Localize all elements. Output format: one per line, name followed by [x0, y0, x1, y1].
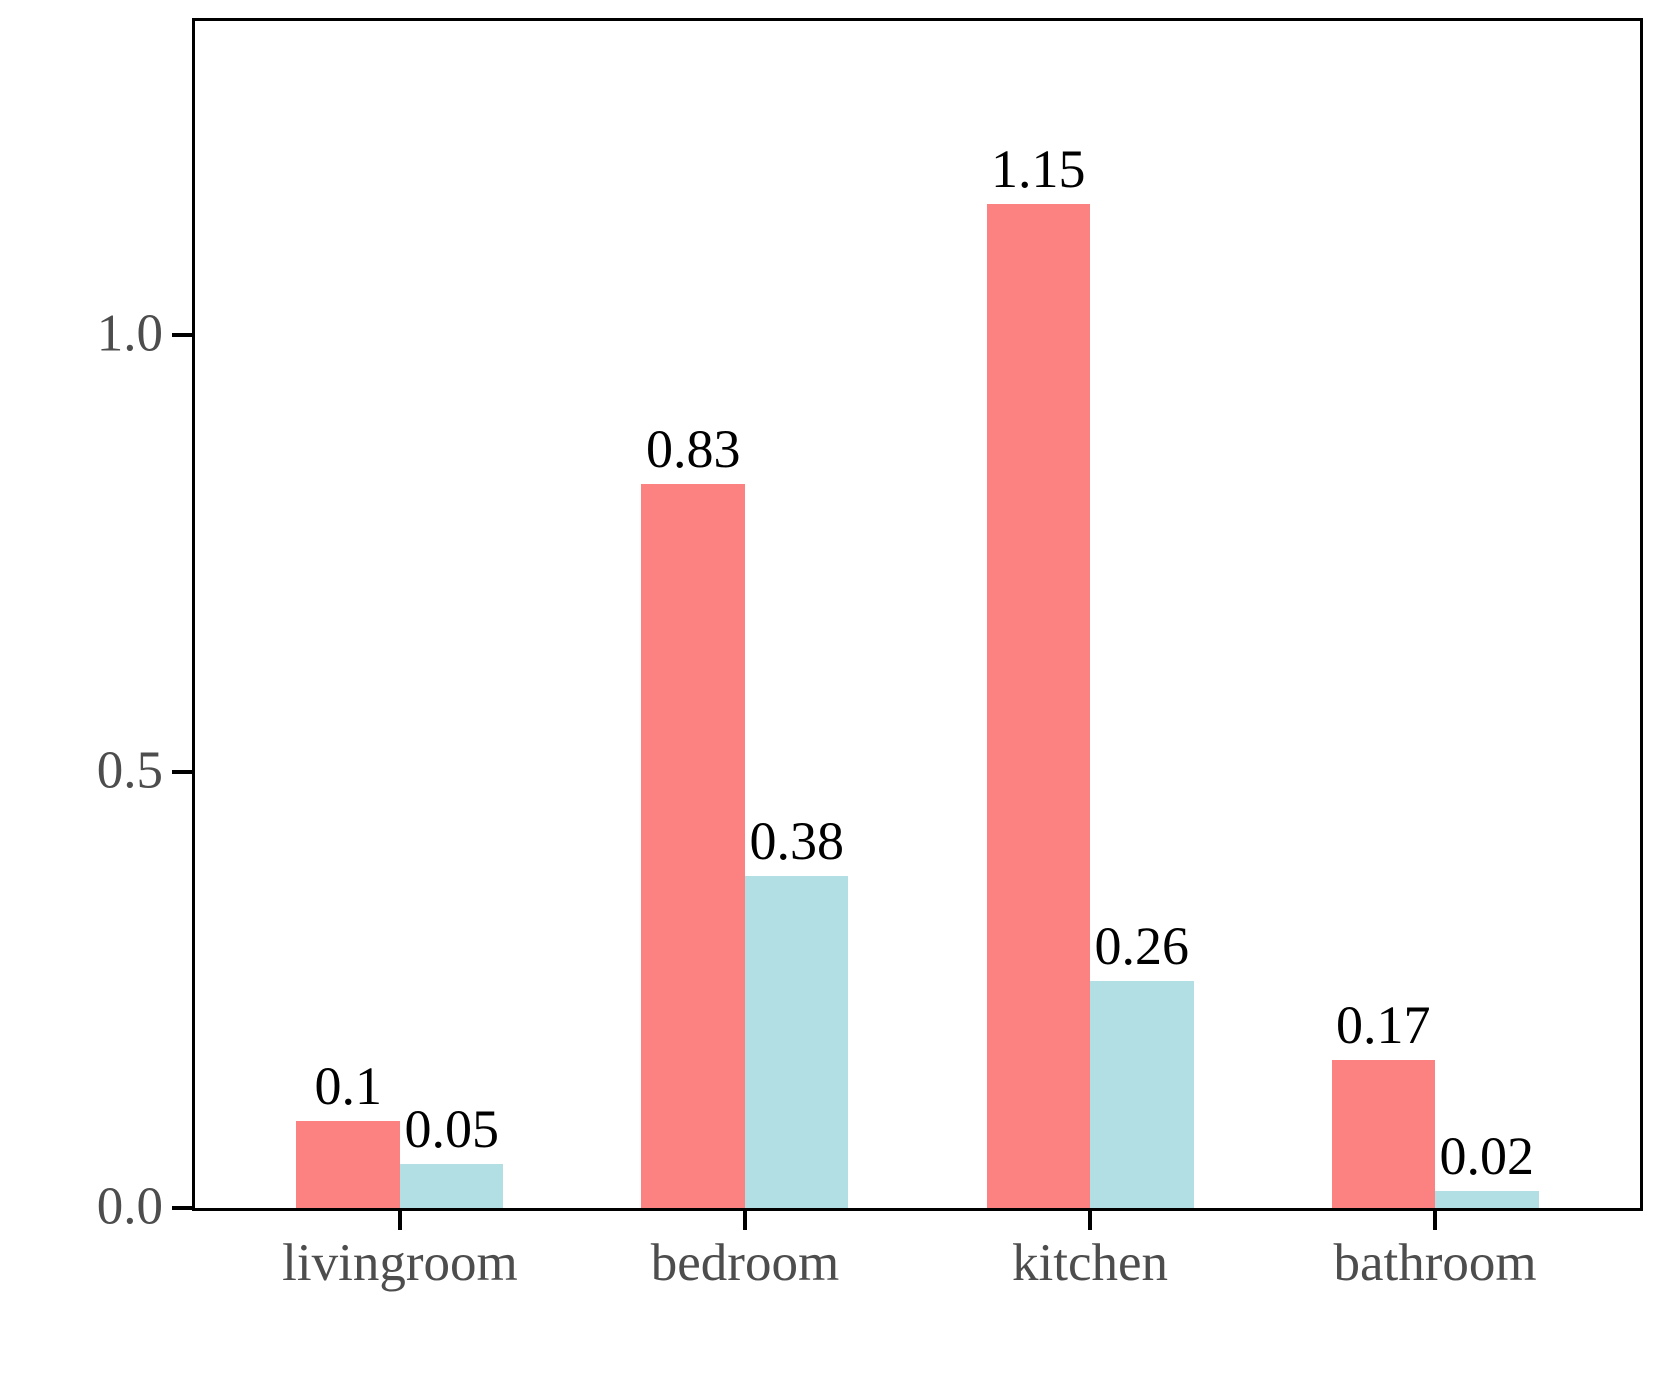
y-tick-label-0.0: 0.0 [96, 1177, 163, 1236]
bar-value-label-bedroom-series_red: 0.83 [645, 418, 741, 479]
bar-value-label-livingroom-series_red: 0.1 [314, 1055, 382, 1116]
x-tick-mark-livingroom [398, 1208, 402, 1230]
bar-value-label-kitchen-series_blue: 0.26 [1094, 916, 1190, 977]
y-tick-label-0.5: 0.5 [96, 741, 163, 800]
bar-value-label-bedroom-series_blue: 0.38 [749, 811, 844, 872]
x-category-label-livingroom: livingroom [282, 1234, 518, 1292]
bar-livingroom-series_red [296, 1120, 400, 1208]
bar-value-label-livingroom-series_blue: 0.05 [404, 1099, 499, 1160]
bar-bathroom-series_blue [1435, 1190, 1539, 1208]
bar-value-label-bathroom-series_red: 0.17 [1336, 994, 1431, 1055]
x-category-label-bedroom: bedroom [650, 1234, 840, 1292]
bar-kitchen-series_red [987, 204, 1090, 1208]
bar-bedroom-series_blue [745, 876, 848, 1208]
y-tick-mark-0.0 [172, 1206, 195, 1210]
y-tick-mark-1.0 [172, 333, 195, 337]
x-category-label-bathroom: bathroom [1333, 1234, 1537, 1292]
x-tick-mark-kitchen [1088, 1208, 1092, 1230]
x-tick-mark-bedroom [743, 1208, 747, 1230]
x-category-label-kitchen: kitchen [1012, 1234, 1169, 1292]
bar-bathroom-series_red [1332, 1059, 1435, 1208]
bar-livingroom-series_blue [400, 1164, 503, 1208]
bar-kitchen-series_blue [1090, 981, 1194, 1208]
y-tick-mark-0.5 [172, 770, 195, 774]
bar-value-label-bathroom-series_blue: 0.02 [1439, 1125, 1535, 1186]
bar-bedroom-series_red [641, 483, 745, 1208]
bar-value-label-kitchen-series_red: 1.15 [991, 139, 1086, 200]
y-tick-label-1.0: 1.0 [96, 304, 163, 363]
x-tick-mark-bathroom [1433, 1208, 1437, 1230]
